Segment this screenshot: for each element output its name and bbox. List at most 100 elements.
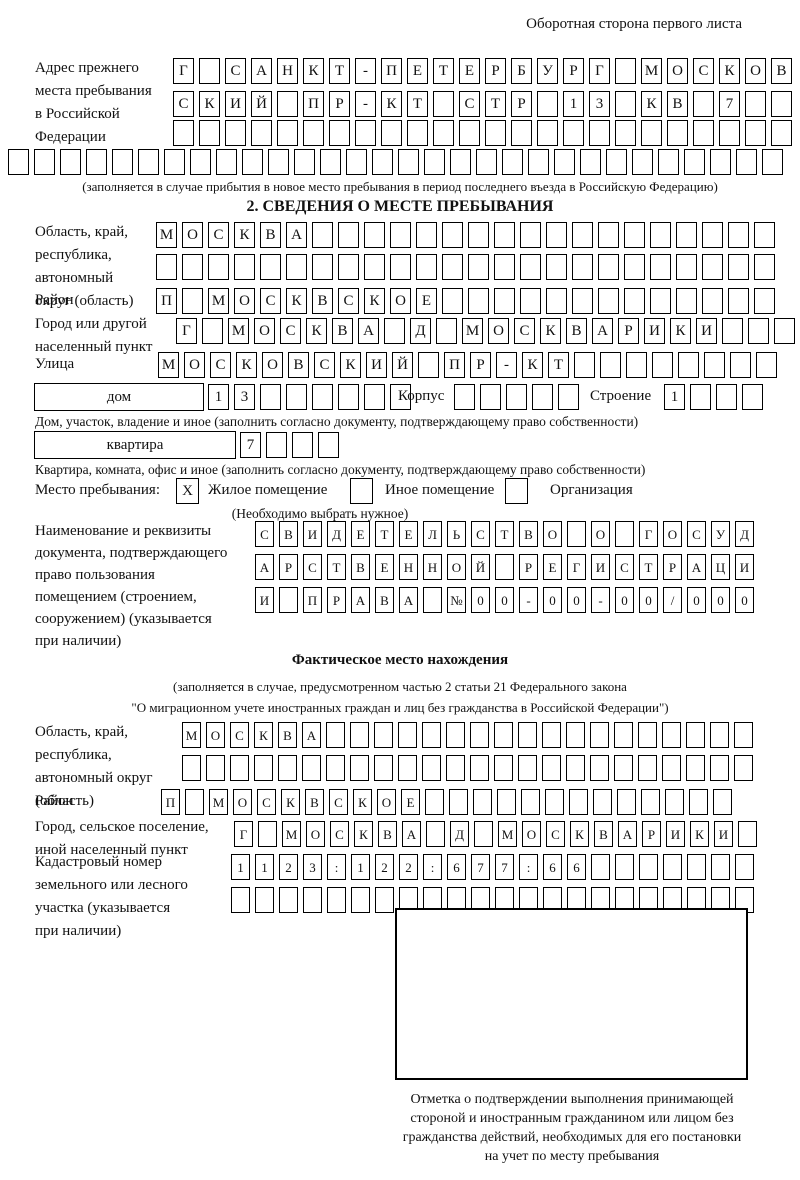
char-cell[interactable]: В bbox=[375, 587, 394, 613]
char-cell[interactable] bbox=[652, 352, 673, 378]
char-cell[interactable]: 1 bbox=[208, 384, 229, 410]
char-cell[interactable]: Р bbox=[519, 554, 538, 580]
char-cell[interactable]: А bbox=[687, 554, 706, 580]
char-cell[interactable] bbox=[199, 120, 220, 146]
char-cell[interactable]: Е bbox=[407, 58, 428, 84]
char-cell[interactable] bbox=[474, 821, 493, 847]
char-cell[interactable]: Н bbox=[277, 58, 298, 84]
char-cell[interactable]: - bbox=[355, 58, 376, 84]
char-cell[interactable] bbox=[182, 288, 203, 314]
char-cell[interactable] bbox=[545, 789, 564, 815]
char-cell[interactable] bbox=[390, 254, 411, 280]
char-cell[interactable]: О bbox=[182, 222, 203, 248]
char-cell[interactable] bbox=[580, 149, 601, 175]
char-cell[interactable]: С bbox=[280, 318, 301, 344]
char-cell[interactable] bbox=[600, 352, 621, 378]
char-cell[interactable] bbox=[567, 521, 586, 547]
char-cell[interactable] bbox=[736, 149, 757, 175]
char-cell[interactable]: В bbox=[594, 821, 613, 847]
char-cell[interactable]: К bbox=[281, 789, 300, 815]
char-cell[interactable] bbox=[442, 222, 463, 248]
char-cell[interactable] bbox=[112, 149, 133, 175]
char-cell[interactable]: Е bbox=[375, 554, 394, 580]
char-cell[interactable] bbox=[667, 120, 688, 146]
char-cell[interactable]: К bbox=[522, 352, 543, 378]
char-cell[interactable] bbox=[615, 854, 634, 880]
char-cell[interactable]: С bbox=[459, 91, 480, 117]
char-cell[interactable]: - bbox=[591, 587, 610, 613]
char-cell[interactable]: С bbox=[225, 58, 246, 84]
char-cell[interactable] bbox=[292, 432, 313, 458]
char-cell[interactable] bbox=[182, 254, 203, 280]
char-cell[interactable] bbox=[398, 149, 419, 175]
char-cell[interactable] bbox=[771, 120, 792, 146]
char-cell[interactable] bbox=[326, 722, 345, 748]
char-cell[interactable] bbox=[338, 222, 359, 248]
char-cell[interactable]: О bbox=[667, 58, 688, 84]
char-cell[interactable] bbox=[449, 789, 468, 815]
char-cell[interactable]: К bbox=[641, 91, 662, 117]
char-cell[interactable] bbox=[230, 755, 249, 781]
char-cell[interactable] bbox=[722, 318, 743, 344]
char-cell[interactable]: Е bbox=[401, 789, 420, 815]
char-cell[interactable] bbox=[286, 384, 307, 410]
char-cell[interactable]: Й bbox=[251, 91, 272, 117]
char-cell[interactable] bbox=[502, 149, 523, 175]
char-cell[interactable]: С bbox=[471, 521, 490, 547]
checkbox-organization[interactable] bbox=[505, 478, 528, 504]
char-cell[interactable] bbox=[693, 91, 714, 117]
char-cell[interactable]: Р bbox=[485, 58, 506, 84]
char-cell[interactable]: 3 bbox=[589, 91, 610, 117]
char-cell[interactable]: К bbox=[381, 91, 402, 117]
char-cell[interactable] bbox=[686, 722, 705, 748]
char-cell[interactable] bbox=[546, 254, 567, 280]
char-cell[interactable] bbox=[173, 120, 194, 146]
char-cell[interactable] bbox=[614, 722, 633, 748]
char-cell[interactable] bbox=[494, 722, 513, 748]
char-cell[interactable] bbox=[598, 222, 619, 248]
char-cell[interactable] bbox=[164, 149, 185, 175]
char-cell[interactable]: Р bbox=[563, 58, 584, 84]
char-cell[interactable] bbox=[624, 288, 645, 314]
char-cell[interactable]: 6 bbox=[567, 854, 586, 880]
char-cell[interactable] bbox=[710, 755, 729, 781]
char-cell[interactable]: 3 bbox=[234, 384, 255, 410]
char-cell[interactable] bbox=[338, 384, 359, 410]
char-cell[interactable] bbox=[320, 149, 341, 175]
char-cell[interactable] bbox=[433, 91, 454, 117]
char-cell[interactable]: С bbox=[303, 554, 322, 580]
char-cell[interactable] bbox=[662, 722, 681, 748]
char-cell[interactable] bbox=[754, 222, 775, 248]
char-cell[interactable]: Р bbox=[470, 352, 491, 378]
char-cell[interactable]: С bbox=[693, 58, 714, 84]
char-cell[interactable] bbox=[676, 222, 697, 248]
char-cell[interactable] bbox=[234, 254, 255, 280]
char-cell[interactable]: О bbox=[488, 318, 509, 344]
char-cell[interactable] bbox=[518, 722, 537, 748]
char-cell[interactable]: М bbox=[208, 288, 229, 314]
char-cell[interactable] bbox=[771, 91, 792, 117]
char-cell[interactable] bbox=[242, 149, 263, 175]
char-cell[interactable] bbox=[279, 887, 298, 913]
char-cell[interactable]: П bbox=[381, 58, 402, 84]
char-cell[interactable]: К bbox=[690, 821, 709, 847]
char-cell[interactable] bbox=[614, 755, 633, 781]
char-cell[interactable] bbox=[590, 722, 609, 748]
char-cell[interactable]: И bbox=[591, 554, 610, 580]
char-cell[interactable] bbox=[615, 120, 636, 146]
char-cell[interactable]: Г bbox=[234, 821, 253, 847]
char-cell[interactable]: А bbox=[402, 821, 421, 847]
char-cell[interactable] bbox=[566, 722, 585, 748]
char-cell[interactable] bbox=[279, 587, 298, 613]
char-cell[interactable] bbox=[34, 149, 55, 175]
char-cell[interactable] bbox=[390, 222, 411, 248]
char-cell[interactable] bbox=[617, 789, 636, 815]
char-cell[interactable]: Г bbox=[567, 554, 586, 580]
char-cell[interactable]: Т bbox=[495, 521, 514, 547]
char-cell[interactable]: В bbox=[260, 222, 281, 248]
char-cell[interactable] bbox=[693, 120, 714, 146]
char-cell[interactable] bbox=[416, 254, 437, 280]
char-cell[interactable]: Г bbox=[639, 521, 658, 547]
char-cell[interactable]: 2 bbox=[279, 854, 298, 880]
char-cell[interactable] bbox=[277, 91, 298, 117]
